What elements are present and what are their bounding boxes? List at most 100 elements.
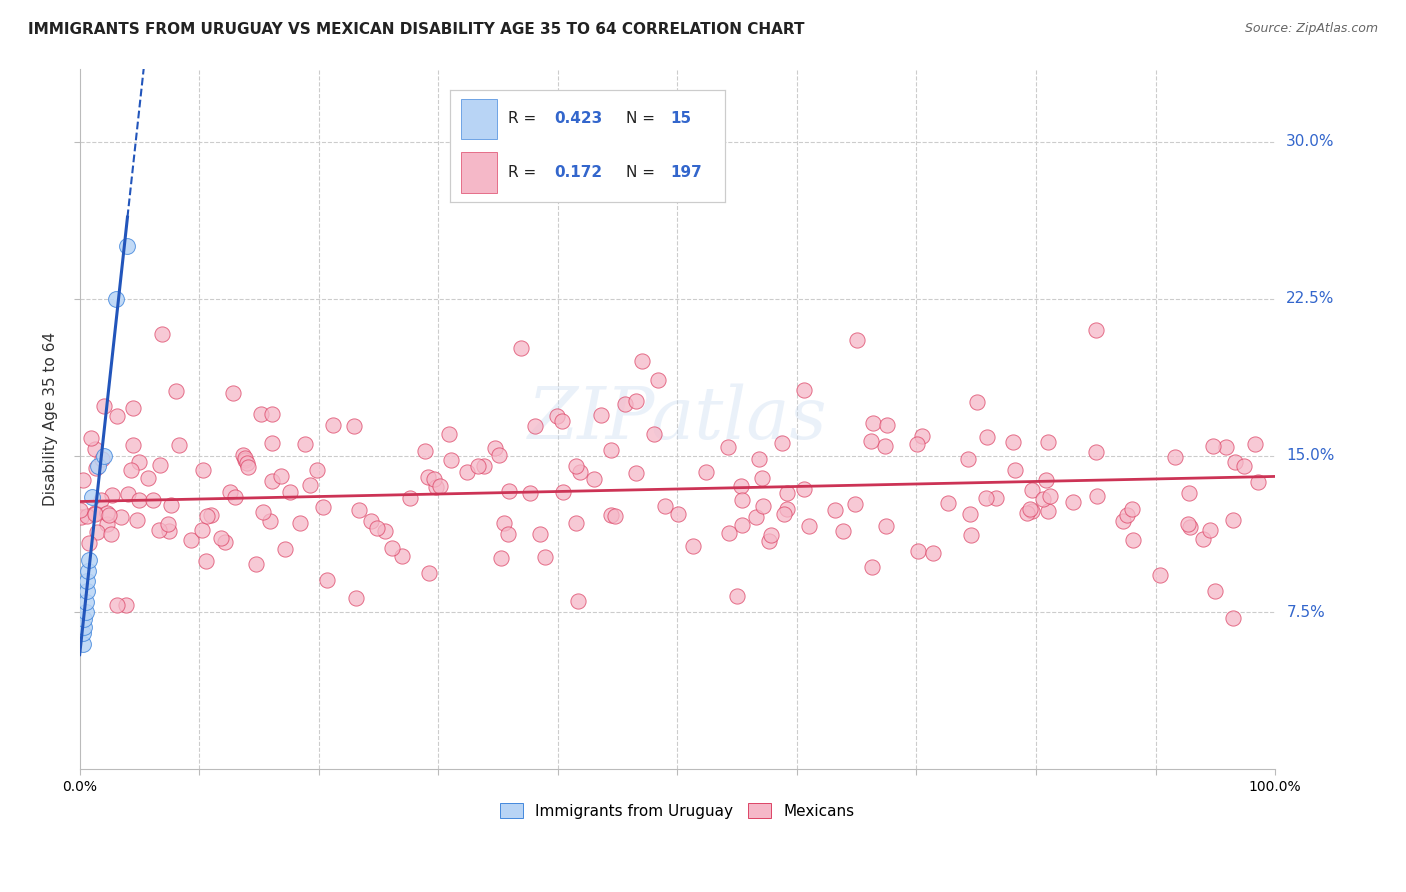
Point xyxy=(567,594,589,608)
Point xyxy=(474,458,496,473)
Text: IMMIGRANTS FROM URUGUAY VS MEXICAN DISABILITY AGE 35 TO 64 CORRELATION CHART: IMMIGRANTS FROM URUGUAY VS MEXICAN DISAB… xyxy=(28,22,804,37)
Point xyxy=(100,527,122,541)
Point xyxy=(259,515,281,529)
Point xyxy=(270,468,292,483)
Point xyxy=(984,491,1007,505)
Point xyxy=(731,492,754,507)
Point xyxy=(93,399,115,413)
Point xyxy=(1178,520,1201,534)
Point xyxy=(235,456,257,470)
Point xyxy=(744,510,766,524)
Point xyxy=(84,442,107,456)
Point xyxy=(491,551,513,566)
Point xyxy=(104,292,127,306)
Text: 15.0%: 15.0% xyxy=(1286,448,1334,463)
Point xyxy=(860,559,883,574)
Point xyxy=(233,451,256,466)
Point xyxy=(718,525,741,540)
Point xyxy=(488,448,510,462)
Point xyxy=(1233,458,1256,473)
Point xyxy=(437,427,460,442)
Point xyxy=(373,524,395,538)
Text: ZIPatlas: ZIPatlas xyxy=(527,384,827,454)
Point xyxy=(224,490,246,504)
Point xyxy=(413,443,436,458)
Point xyxy=(399,491,422,506)
Point xyxy=(1223,455,1246,469)
Point xyxy=(72,626,94,640)
Point xyxy=(467,459,489,474)
Point xyxy=(751,470,773,484)
Point xyxy=(72,473,94,487)
Point xyxy=(797,519,820,533)
Point xyxy=(832,524,855,538)
Point xyxy=(83,506,105,520)
Point xyxy=(1035,473,1057,487)
Point xyxy=(214,535,236,549)
Point xyxy=(1222,513,1244,527)
Point xyxy=(423,472,446,486)
Point xyxy=(76,574,98,588)
Point xyxy=(875,439,897,453)
Point xyxy=(533,549,555,564)
Point xyxy=(79,431,101,445)
Text: Source: ZipAtlas.com: Source: ZipAtlas.com xyxy=(1244,22,1378,36)
Point xyxy=(957,452,980,467)
Point xyxy=(758,534,780,549)
Text: 22.5%: 22.5% xyxy=(1286,291,1334,306)
Point xyxy=(418,566,440,580)
Point xyxy=(190,523,212,537)
Point xyxy=(245,557,267,571)
Point xyxy=(1084,323,1107,337)
Point xyxy=(600,508,623,522)
Text: 30.0%: 30.0% xyxy=(1286,134,1334,149)
Point xyxy=(905,436,928,450)
Point xyxy=(921,546,943,560)
Point xyxy=(589,409,612,423)
Point xyxy=(96,506,118,520)
Point xyxy=(773,507,796,521)
Point xyxy=(761,528,783,542)
Point xyxy=(157,516,180,531)
Point xyxy=(1121,502,1143,516)
Point xyxy=(1215,440,1237,454)
Point xyxy=(72,637,94,651)
Point xyxy=(117,239,139,253)
Point xyxy=(1085,489,1108,503)
Point xyxy=(626,466,648,480)
Point xyxy=(294,437,316,451)
Point xyxy=(643,427,665,442)
Point xyxy=(200,508,222,522)
Point xyxy=(149,458,172,473)
Point xyxy=(510,341,533,355)
Point xyxy=(233,453,256,467)
Point xyxy=(668,508,690,522)
Point xyxy=(626,394,648,409)
Point xyxy=(550,414,572,428)
Point xyxy=(209,531,232,545)
Point xyxy=(160,498,183,512)
Point xyxy=(73,612,96,626)
Point xyxy=(630,354,652,368)
Point xyxy=(845,334,868,348)
Point xyxy=(86,461,108,475)
Point xyxy=(136,470,159,484)
Point xyxy=(90,493,112,508)
Point xyxy=(775,501,797,516)
Point xyxy=(425,481,447,495)
Point xyxy=(98,508,121,522)
Point xyxy=(91,452,114,467)
Point xyxy=(219,485,242,500)
Point xyxy=(316,573,339,587)
Point xyxy=(1204,584,1226,599)
Point xyxy=(492,516,515,530)
Legend: Immigrants from Uruguay, Mexicans: Immigrants from Uruguay, Mexicans xyxy=(494,797,860,825)
Point xyxy=(654,500,676,514)
Point xyxy=(299,477,322,491)
Point xyxy=(647,373,669,387)
Point xyxy=(195,508,218,523)
Point xyxy=(793,383,815,397)
Text: 7.5%: 7.5% xyxy=(1286,605,1324,620)
Point xyxy=(860,434,883,448)
Point xyxy=(565,459,588,474)
